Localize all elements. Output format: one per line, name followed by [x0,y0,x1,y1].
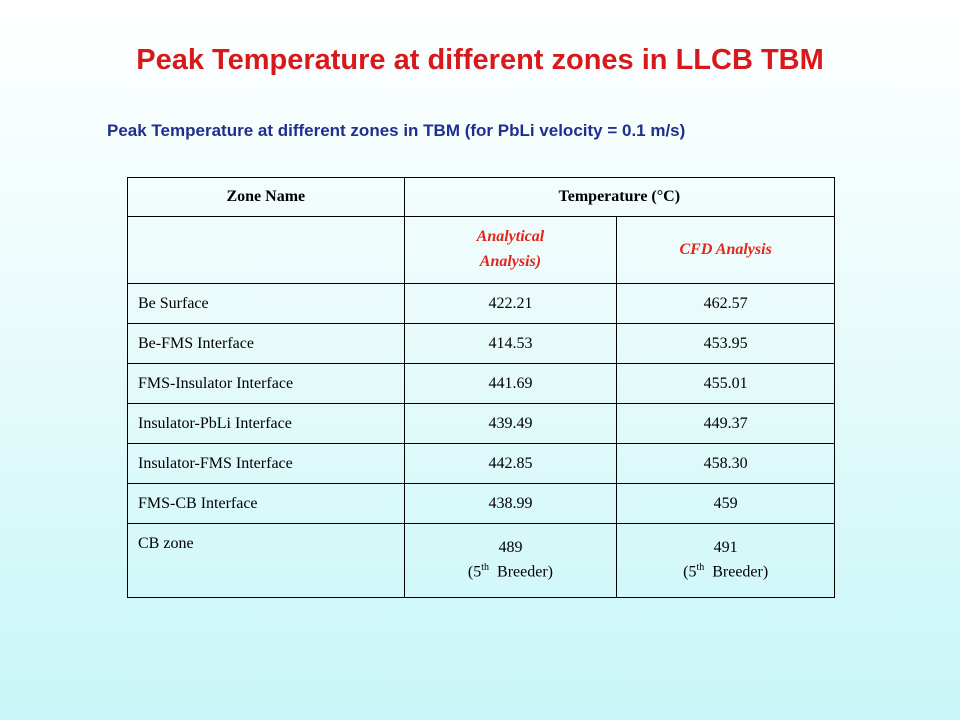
zone-cell: Insulator-PbLi Interface [127,403,405,444]
zone-cell: Be-FMS Interface [127,323,405,364]
zone-cell: Be Surface [127,283,405,324]
empty-subheader-cell [127,216,405,284]
zone-cell: CB zone [127,523,405,598]
table-row: FMS-CB Interface 438.99 459 [127,483,835,524]
table-row: Insulator-PbLi Interface 439.49 449.37 [127,403,835,444]
page-title: Peak Temperature at different zones in L… [136,44,824,76]
analytical-cell: 438.99 [403,483,618,524]
table-row: Insulator-FMS Interface 442.85 458.30 [127,443,835,484]
table-row: Be-FMS Interface 414.53 453.95 [127,323,835,364]
breeder-note-open: (5 [683,563,697,581]
table-subheader-row: Analytical Analysis) CFD Analysis [127,216,835,284]
zone-cell: FMS-CB Interface [127,483,405,524]
analytical-subheader-line1: Analytical [476,228,545,246]
table-caption: Peak Temperature at different zones in T… [107,121,686,140]
cfd-cell: 459 [616,483,835,524]
breeder-note-close: Breeder) [712,563,769,581]
temperature-table: Zone Name Temperature (°C) Analytical An… [127,177,836,598]
breeder-note-close: Breeder) [497,563,553,581]
zone-name-header: Zone Name [127,177,405,217]
analytical-cell: 489 (5th Breeder) [403,523,618,598]
table-header-row: Zone Name Temperature (°C) [127,177,836,217]
breeder-note-open: (5 [467,563,482,581]
analytical-cell: 439.49 [403,403,618,444]
table-row: Be Surface 422.21 462.57 [127,283,835,324]
zone-cell: FMS-Insulator Interface [127,363,405,404]
cfd-cell: 455.01 [616,363,835,404]
breeder-note-sup: th [696,562,705,574]
analytical-cell: 442.85 [403,443,618,484]
cfd-cell: 449.37 [616,403,835,444]
table-row: CB zone 489 (5th Breeder) 491 (5th Breed… [127,523,835,598]
cfd-cell: 458.30 [616,443,835,484]
table-row: FMS-Insulator Interface 441.69 455.01 [127,363,835,404]
analytical-subheader: Analytical Analysis) [403,216,618,284]
analytical-cell: 441.69 [403,363,618,404]
analytical-cell: 422.21 [403,283,618,324]
cfd-cell: 453.95 [616,323,835,364]
analytical-subheader-line2: Analysis) [479,253,542,270]
cfd-cell: 491 (5th Breeder) [616,523,835,598]
cfd-subheader: CFD Analysis [616,216,835,284]
analytical-value: 489 [498,538,523,556]
temperature-header: Temperature (°C) [403,177,836,217]
analytical-cell: 414.53 [403,323,618,364]
breeder-note-sup: th [481,562,490,574]
cfd-value: 491 [713,538,738,556]
cfd-cell: 462.57 [616,283,835,324]
zone-cell: Insulator-FMS Interface [127,443,405,484]
